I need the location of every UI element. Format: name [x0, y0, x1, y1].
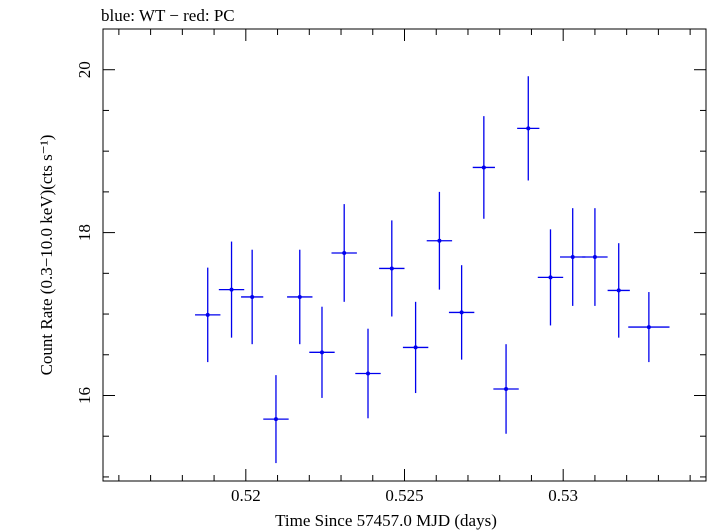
data-marker: [570, 255, 575, 260]
chart-title: blue: WT − red: PC: [101, 6, 235, 25]
data-point: [472, 116, 495, 219]
x-tick-labels: 0.52 0.525 0.53: [231, 486, 578, 505]
x-tick-label: 0.52: [231, 486, 261, 505]
x-axis: [118, 29, 691, 481]
data-marker: [592, 255, 597, 260]
data-point: [426, 191, 453, 290]
data-point: [379, 220, 405, 317]
data-marker: [413, 345, 418, 350]
y-axis: [103, 28, 706, 478]
data-marker: [273, 417, 278, 422]
data-marker: [250, 294, 255, 299]
data-marker: [319, 350, 324, 355]
y-axis-label: Count Rate (0.3−10.0 keV)(cts s⁻¹): [37, 135, 56, 376]
data-point: [309, 306, 335, 398]
data-marker: [646, 325, 651, 330]
data-point: [263, 375, 289, 464]
data-marker: [205, 312, 210, 317]
y-tick-labels: 16 18 20: [75, 61, 94, 404]
data-point: [607, 243, 630, 338]
data-point: [355, 328, 381, 419]
data-point: [628, 292, 670, 363]
data-point: [582, 208, 608, 306]
data-marker: [366, 371, 371, 376]
data-point: [493, 344, 519, 434]
data-marker: [342, 250, 347, 255]
data-point: [241, 249, 264, 345]
data-marker: [548, 275, 553, 280]
data-marker: [504, 386, 509, 391]
data-marker: [389, 266, 394, 271]
data-marker: [616, 288, 621, 293]
y-tick-label: 18: [75, 224, 94, 241]
data-point: [448, 265, 475, 360]
data-points: [195, 76, 670, 464]
y-tick-label: 20: [75, 61, 94, 78]
data-point: [402, 301, 429, 394]
data-marker: [297, 294, 302, 299]
data-marker: [481, 165, 486, 170]
x-tick-label: 0.53: [548, 486, 578, 505]
x-tick-label: 0.525: [385, 486, 423, 505]
y-tick-label: 16: [75, 387, 94, 404]
data-point: [331, 204, 357, 302]
data-point: [195, 267, 221, 363]
data-marker: [459, 310, 464, 315]
data-marker: [437, 238, 442, 243]
data-marker: [229, 287, 234, 292]
x-axis-label: Time Since 57457.0 MJD (days): [275, 511, 497, 530]
data-point: [218, 241, 245, 338]
data-point: [537, 229, 564, 326]
data-point: [560, 208, 586, 306]
plot-frame: [102, 28, 707, 482]
data-marker: [526, 126, 531, 131]
data-point: [517, 76, 540, 181]
data-point: [287, 249, 313, 345]
